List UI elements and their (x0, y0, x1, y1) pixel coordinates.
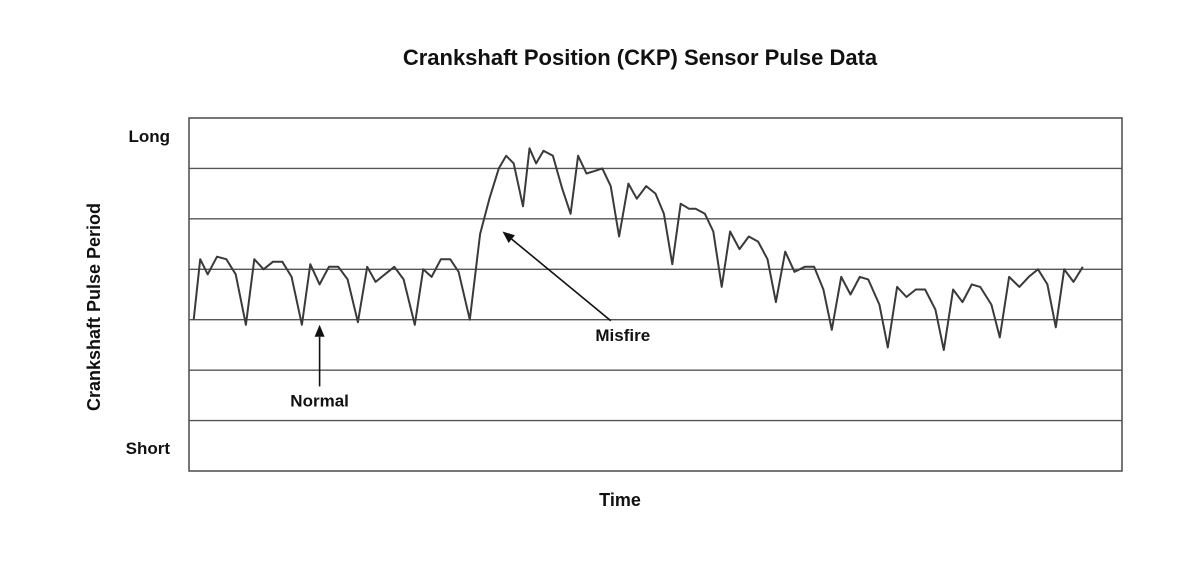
annotation-arrow (511, 238, 612, 322)
annotations: Normal Misfire (290, 231, 650, 410)
annotation-label: Normal (290, 391, 349, 410)
series-line (192, 147, 1084, 351)
annotation-arrowhead (314, 324, 325, 337)
y-tick-label-long: Long (128, 127, 170, 146)
annotation-label: Misfire (595, 326, 650, 345)
gridlines (189, 167, 1122, 422)
x-axis-label: Time (599, 490, 641, 510)
chart-title: Crankshaft Position (CKP) Sensor Pulse D… (403, 45, 878, 70)
plot-frame (188, 117, 1123, 472)
y-tick-label-short: Short (126, 439, 171, 458)
y-axis-label: Crankshaft Pulse Period (84, 203, 104, 411)
annotation-arrowhead (502, 231, 515, 243)
